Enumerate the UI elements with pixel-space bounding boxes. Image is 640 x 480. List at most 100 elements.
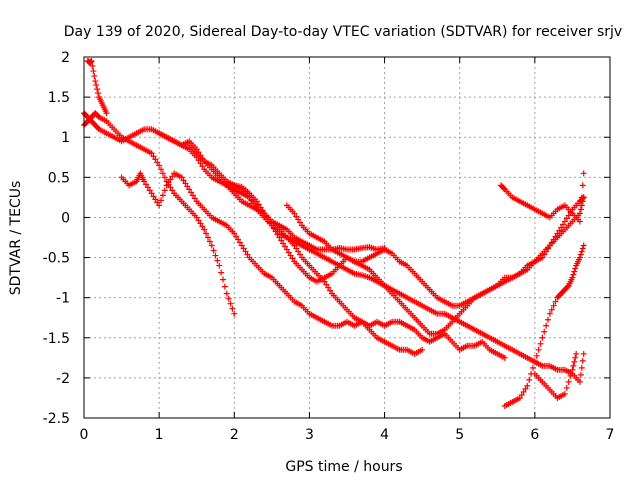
series-track-2 bbox=[81, 110, 238, 317]
data-point bbox=[579, 245, 586, 252]
series-track-3 bbox=[84, 58, 110, 117]
x-tick-label: 3 bbox=[305, 427, 314, 443]
data-point bbox=[419, 346, 426, 353]
data-point bbox=[169, 187, 176, 194]
data-point bbox=[231, 230, 238, 237]
plot-frame bbox=[83, 56, 611, 419]
data-point bbox=[250, 200, 257, 207]
data-point bbox=[161, 187, 168, 194]
data-point bbox=[518, 391, 525, 398]
data-point bbox=[142, 181, 149, 188]
data-point bbox=[265, 216, 272, 223]
data-point bbox=[208, 242, 215, 249]
data-point bbox=[537, 340, 544, 347]
data-point bbox=[263, 213, 270, 220]
data-point bbox=[576, 378, 583, 385]
data-point bbox=[193, 214, 200, 221]
data-point bbox=[261, 210, 268, 217]
data-point bbox=[159, 170, 166, 177]
data-point bbox=[248, 197, 255, 204]
data-point bbox=[180, 177, 187, 184]
data-point bbox=[556, 227, 563, 234]
series-track-9 bbox=[498, 170, 587, 225]
data-point bbox=[167, 176, 174, 183]
data-point bbox=[191, 195, 198, 202]
data-point bbox=[195, 217, 202, 224]
data-point bbox=[189, 192, 196, 199]
data-point bbox=[325, 284, 332, 291]
y-tick-label: 2 bbox=[61, 50, 70, 66]
series-track-4 bbox=[118, 170, 426, 357]
data-point bbox=[244, 251, 251, 258]
data-point bbox=[545, 316, 552, 323]
data-point bbox=[251, 203, 258, 210]
data-point bbox=[558, 224, 565, 231]
data-point bbox=[94, 86, 101, 93]
data-point bbox=[152, 196, 159, 203]
data-point bbox=[92, 78, 99, 85]
data-point bbox=[289, 255, 296, 262]
data-point bbox=[227, 300, 234, 307]
data-point bbox=[103, 110, 110, 117]
data-point bbox=[577, 251, 584, 258]
y-tick-label: -1.5 bbox=[43, 331, 70, 347]
data-point bbox=[548, 306, 555, 313]
data-point bbox=[156, 162, 163, 169]
data-point bbox=[580, 350, 587, 357]
data-point bbox=[579, 357, 586, 364]
data-point bbox=[266, 219, 273, 226]
data-point bbox=[563, 384, 570, 391]
data-point bbox=[578, 194, 585, 201]
data-point bbox=[257, 204, 264, 211]
data-point bbox=[158, 166, 165, 173]
data-point bbox=[500, 185, 507, 192]
data-point bbox=[570, 362, 577, 369]
x-tick-label: 6 bbox=[530, 427, 539, 443]
data-point bbox=[229, 305, 236, 312]
data-point bbox=[150, 193, 157, 200]
data-points bbox=[81, 58, 587, 409]
data-point bbox=[158, 197, 165, 204]
data-point bbox=[526, 376, 533, 383]
data-point bbox=[154, 159, 161, 166]
chart-title: Day 139 of 2020, Sidereal Day-to-day VTE… bbox=[64, 24, 622, 40]
data-point bbox=[522, 385, 529, 392]
data-point bbox=[144, 184, 151, 191]
data-point bbox=[95, 90, 102, 97]
data-point bbox=[167, 184, 174, 191]
data-point bbox=[178, 174, 185, 181]
y-tick-labels: -2.5 -2 -1.5 -1 -0.5 0 0.5 1 1.5 2 bbox=[43, 50, 70, 427]
data-point bbox=[90, 68, 97, 75]
data-point bbox=[255, 201, 262, 208]
data-point bbox=[552, 298, 559, 305]
data-point bbox=[578, 364, 585, 371]
data-point bbox=[236, 239, 243, 246]
x-tick-label: 7 bbox=[606, 427, 615, 443]
data-point bbox=[210, 247, 217, 254]
data-point bbox=[569, 274, 576, 281]
data-point bbox=[280, 240, 287, 247]
data-point bbox=[524, 382, 531, 389]
data-point bbox=[531, 358, 538, 365]
data-point bbox=[278, 237, 285, 244]
data-point bbox=[233, 233, 240, 240]
data-point bbox=[570, 271, 577, 278]
data-point bbox=[291, 210, 298, 217]
data-point bbox=[295, 216, 302, 223]
y-axis-label: SDTVAR / TECUs bbox=[8, 181, 24, 296]
data-point bbox=[195, 157, 202, 164]
data-point bbox=[297, 251, 304, 258]
x-tick-label: 1 bbox=[155, 427, 164, 443]
data-point bbox=[529, 364, 536, 371]
x-tick-label: 2 bbox=[230, 427, 239, 443]
data-point bbox=[571, 268, 578, 275]
data-point bbox=[565, 212, 572, 219]
data-point bbox=[516, 394, 523, 401]
data-point bbox=[285, 249, 292, 256]
data-point bbox=[214, 257, 221, 264]
data-point bbox=[146, 187, 153, 194]
data-point bbox=[240, 245, 247, 252]
data-point bbox=[565, 378, 572, 385]
data-point bbox=[150, 153, 157, 160]
